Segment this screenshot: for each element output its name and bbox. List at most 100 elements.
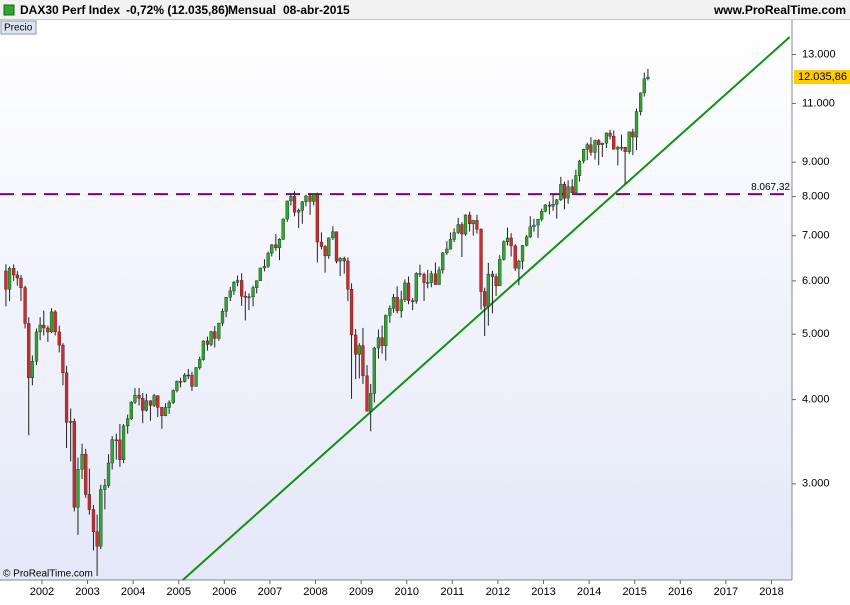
- candle-body: [281, 218, 285, 240]
- candle-body: [577, 160, 582, 176]
- candle-body: [555, 199, 559, 205]
- candle-body: [509, 237, 513, 247]
- candle-body: [414, 273, 418, 302]
- candle-body: [106, 462, 111, 486]
- candle-body: [566, 186, 570, 199]
- change: -0,72% (12.035,86): [126, 3, 229, 17]
- candle-body: [304, 195, 308, 202]
- candle-body: [429, 273, 433, 283]
- candle-body: [608, 132, 612, 137]
- candle-body: [183, 374, 187, 382]
- candle-body: [406, 282, 411, 301]
- candle-body: [376, 337, 381, 349]
- candle-body: [631, 131, 635, 138]
- candle-body: [543, 204, 547, 212]
- x-tick-label: 2004: [121, 586, 145, 598]
- candle-body: [137, 395, 141, 399]
- candle-body: [411, 300, 415, 302]
- candle-body: [468, 214, 472, 224]
- candle-body: [445, 248, 449, 254]
- x-tick-label: 2016: [668, 586, 692, 598]
- candle-body: [505, 237, 510, 243]
- candle-body: [589, 144, 593, 153]
- candle-body: [547, 204, 552, 207]
- candle-body: [369, 393, 373, 412]
- candle-body: [646, 76, 650, 79]
- candle-body: [300, 201, 304, 211]
- website[interactable]: www.ProRealTime.com: [713, 3, 846, 17]
- candle-body: [91, 509, 96, 532]
- candle-body: [513, 245, 517, 269]
- candle-body: [312, 193, 316, 202]
- candle-body: [4, 270, 8, 290]
- candle-body: [570, 186, 574, 194]
- candle-body: [213, 331, 217, 339]
- candle-body: [536, 219, 540, 226]
- y-tick-label: 13.000: [802, 48, 836, 60]
- candle-body: [574, 175, 578, 194]
- candle-body: [277, 239, 282, 249]
- candle-body: [517, 261, 521, 269]
- candle-body: [627, 131, 631, 152]
- y-tick-label: 9.000: [802, 156, 830, 168]
- candle-body: [270, 244, 274, 254]
- candle-body: [186, 374, 190, 377]
- candle-body: [520, 245, 525, 262]
- candle-body: [494, 276, 498, 287]
- candle-body: [228, 290, 232, 298]
- candle-body: [232, 282, 236, 292]
- candle-body: [194, 367, 198, 387]
- candle-body: [327, 237, 331, 257]
- instrument: DAX30 Perf Index: [20, 3, 120, 17]
- candle-body: [616, 147, 620, 150]
- candle-body: [528, 226, 532, 238]
- candle-body: [175, 381, 179, 391]
- candle-body: [483, 291, 487, 307]
- candle-body: [418, 273, 422, 275]
- candle-body: [34, 331, 39, 362]
- candle-body: [292, 196, 297, 213]
- candle-body: [209, 331, 213, 345]
- candle-body: [247, 296, 251, 298]
- candle-body: [338, 258, 342, 262]
- candle-body: [315, 193, 319, 243]
- candle-body: [475, 220, 479, 230]
- x-tick-label: 2005: [166, 586, 190, 598]
- candle-body: [87, 494, 91, 510]
- candle-body: [141, 398, 145, 411]
- x-tick-label: 2018: [759, 586, 783, 598]
- candle-body: [448, 239, 453, 250]
- x-tick-label: 2010: [394, 586, 418, 598]
- candle-body: [380, 337, 384, 346]
- candle-body: [551, 204, 555, 207]
- candle-body: [42, 324, 46, 329]
- x-tick-label: 2002: [30, 586, 54, 598]
- candle-body: [84, 453, 88, 495]
- candle-body: [23, 287, 27, 324]
- candle-body: [463, 214, 468, 235]
- candle-body: [540, 210, 544, 220]
- x-tick-label: 2012: [486, 586, 510, 598]
- candle-body: [80, 453, 84, 470]
- candle-body: [319, 241, 324, 247]
- panel-label: Precio: [4, 23, 33, 34]
- candle-body: [217, 322, 221, 339]
- candle-body: [490, 273, 495, 277]
- candle-body: [285, 200, 289, 220]
- candle-body: [27, 323, 31, 379]
- candle-body: [642, 78, 646, 94]
- candle-body: [365, 375, 369, 412]
- candle-body: [441, 252, 445, 271]
- candle-body: [160, 407, 164, 416]
- candle-body: [562, 183, 567, 199]
- candle-body: [403, 282, 407, 300]
- candle-body: [148, 400, 153, 406]
- y-tick-label: 6.000: [802, 275, 830, 287]
- candle-body: [114, 439, 118, 441]
- candle-body: [334, 231, 339, 262]
- x-tick-label: 2008: [303, 586, 327, 598]
- candle-body: [38, 324, 42, 333]
- candle-body: [361, 345, 365, 377]
